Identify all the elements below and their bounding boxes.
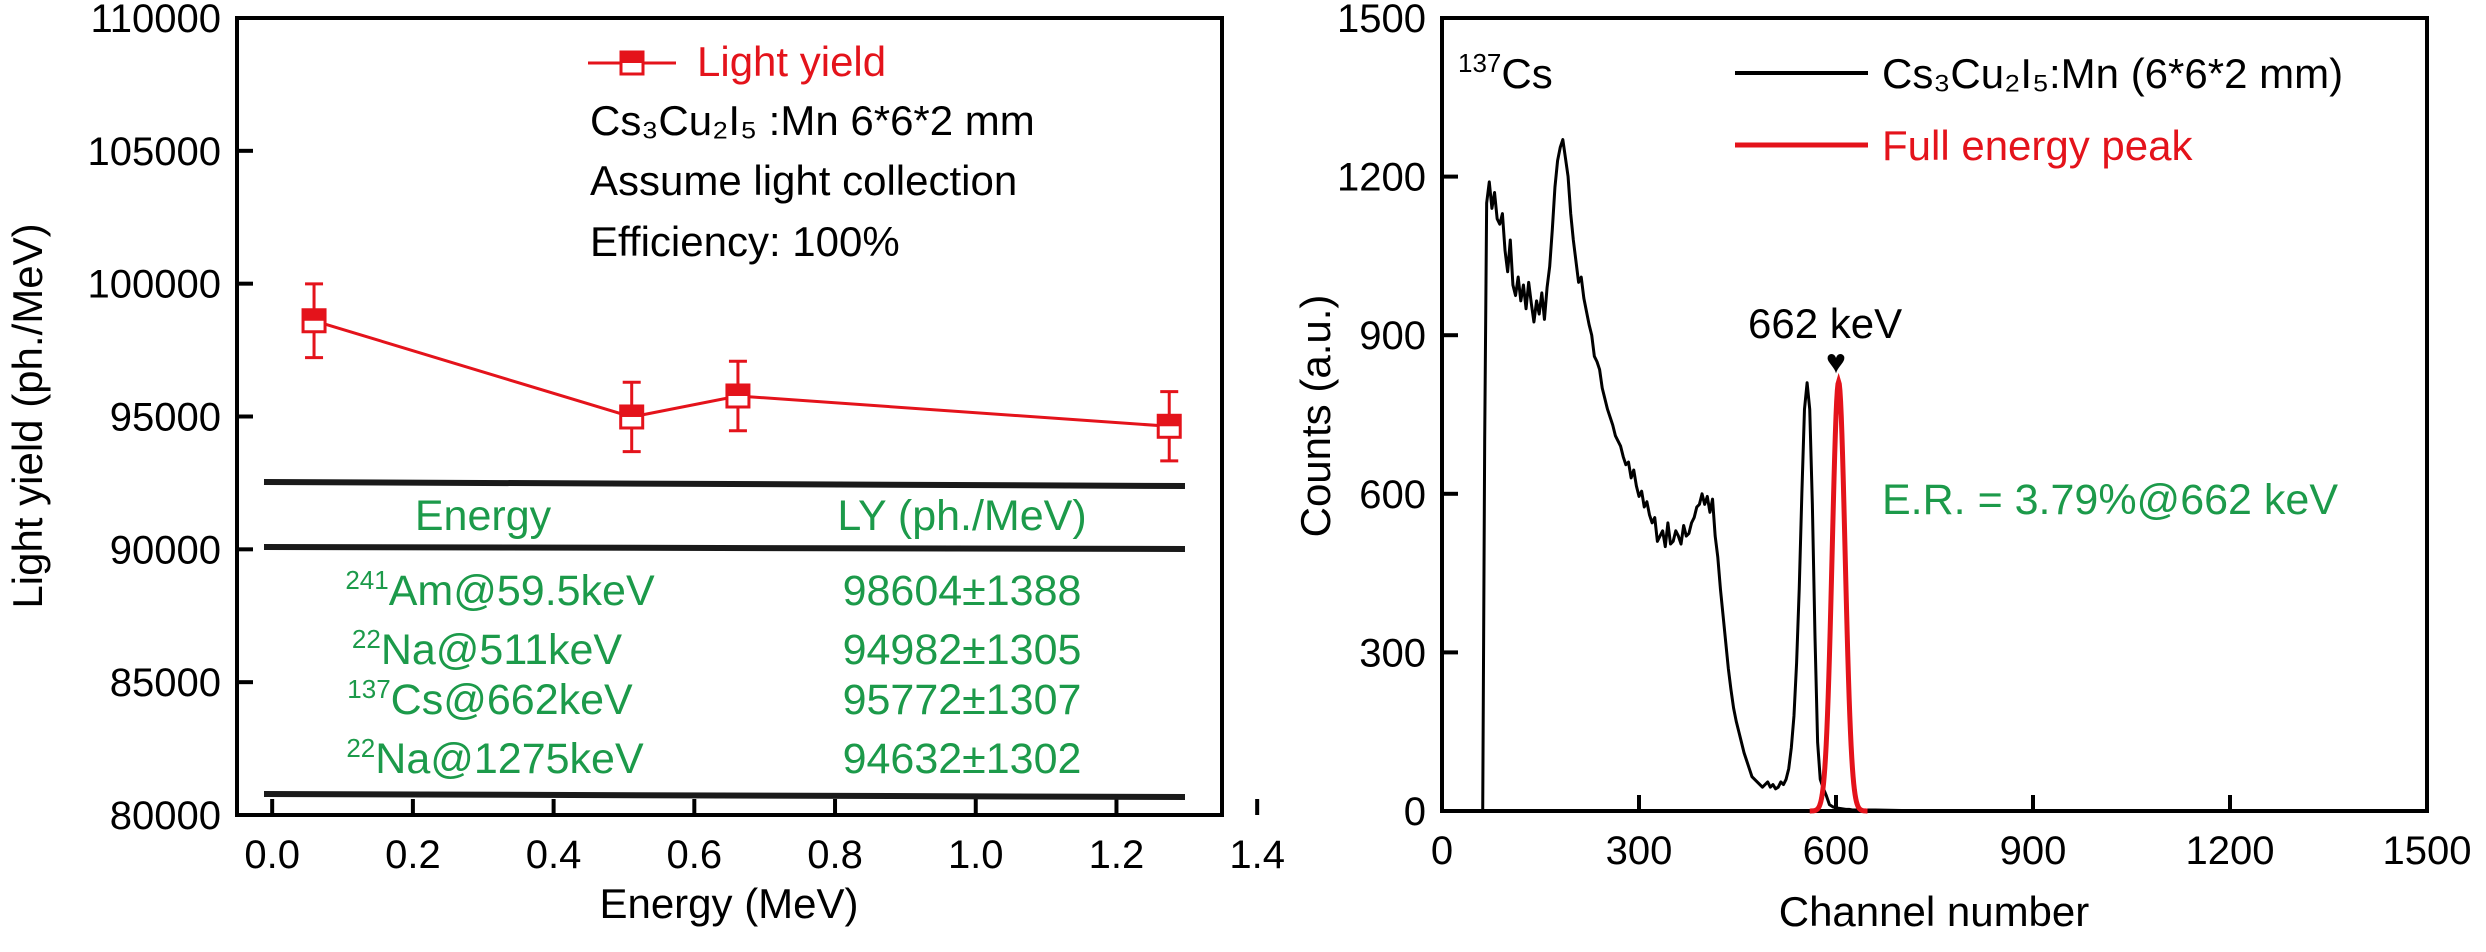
table-top-rule — [263, 479, 1186, 489]
y-tick-label: 1500 — [1337, 0, 1426, 41]
right-y-axis-title: Counts (a.u.) — [1292, 295, 1339, 538]
x-tick-label: 1500 — [2383, 829, 2472, 873]
right-x-axis-title: Channel number — [1779, 888, 2090, 935]
table-source-label: Na@1275keV — [375, 735, 644, 783]
table-source-label: Cs@662keV — [391, 676, 633, 724]
table-row-source: 22Na@511keV — [352, 624, 623, 674]
table-source-label: Na@511keV — [381, 626, 623, 674]
data-point-fill — [620, 405, 643, 417]
peak-energy-label: 662 keV — [1748, 300, 1902, 347]
collection-annotation: Assume light collection — [590, 157, 1017, 204]
y-tick-label: 300 — [1359, 631, 1426, 675]
y-tick-label: 80000 — [110, 794, 221, 838]
data-point-fill — [303, 309, 326, 321]
source-mass-number: 137 — [1458, 48, 1501, 78]
table-row-source: 137Cs@662keV — [347, 674, 633, 724]
y-tick-label: 0 — [1404, 790, 1426, 834]
energy-resolution-label: E.R. = 3.79%@662 keV — [1882, 476, 2338, 524]
spectrum-line — [1474, 138, 2427, 813]
data-point-fill — [1158, 415, 1181, 427]
table-row-ly: 95772±1307 — [843, 676, 1082, 724]
x-tick-label: 0 — [1431, 829, 1453, 873]
x-tick-label: 0.0 — [244, 833, 300, 877]
isotope-mass-number: 241 — [345, 565, 388, 595]
y-tick-label: 600 — [1359, 473, 1426, 517]
peak-marker-icon: ♥ — [1826, 343, 1846, 381]
y-tick-label: 110000 — [90, 0, 221, 41]
x-tick-label: 900 — [2000, 829, 2067, 873]
x-tick-label: 1.2 — [1089, 833, 1145, 877]
y-tick-label: 95000 — [110, 396, 221, 440]
table-header-ly: LY (ph./MeV) — [837, 492, 1086, 540]
isotope-mass-number: 22 — [352, 624, 381, 654]
table-row-ly: 94632±1302 — [843, 735, 1082, 783]
light-yield-line — [313, 319, 1170, 428]
table-row-source: 22Na@1275keV — [346, 733, 644, 783]
right-chart: 0 300 600 900 1200 1500 0 300 600 900 1200 1500 13… — [1292, 0, 2471, 935]
left-y-ticks: 80000 85000 90000 95000 100000 105000 110000 — [88, 0, 253, 838]
y-tick-label: 100000 — [88, 263, 221, 307]
table-header-energy: Energy — [415, 492, 552, 540]
y-tick-label: 90000 — [110, 528, 221, 572]
legend-label-peak: Full energy peak — [1882, 122, 2194, 169]
x-tick-label: 0.4 — [526, 833, 582, 877]
y-tick-label: 1200 — [1337, 156, 1426, 200]
x-tick-label: 300 — [1606, 829, 1673, 873]
source-label: 137Cs — [1458, 48, 1553, 97]
right-y-ticks: 0 300 600 900 1200 1500 — [1337, 0, 1458, 834]
y-tick-label: 900 — [1359, 314, 1426, 358]
legend-marker-fill — [621, 52, 643, 63]
x-tick-label: 0.6 — [667, 833, 723, 877]
source-element: Cs — [1501, 50, 1552, 97]
table-row-ly: 94982±1305 — [843, 626, 1082, 674]
isotope-mass-number: 137 — [347, 674, 390, 704]
x-tick-label: 0.2 — [385, 833, 441, 877]
left-chart: 80000 85000 90000 95000 100000 105000 110000 0… — [4, 0, 1285, 927]
legend-label-spectrum: Cs₃Cu₂I₅:Mn (6*6*2 mm) — [1882, 50, 2343, 97]
left-x-axis-title: Energy (MeV) — [599, 880, 858, 927]
isotope-mass-number: 22 — [346, 733, 375, 763]
left-legend: Light yield — [588, 38, 886, 85]
efficiency-annotation: Efficiency: 100% — [590, 218, 900, 265]
table-bottom-rule — [263, 791, 1186, 800]
table-row-source: 241Am@59.5keV — [345, 565, 655, 615]
x-tick-label: 1.4 — [1229, 833, 1285, 877]
legend-label-light-yield: Light yield — [697, 38, 886, 85]
x-tick-label: 0.8 — [807, 833, 863, 877]
right-legend: Cs₃Cu₂I₅:Mn (6*6*2 mm) Full energy peak — [1735, 50, 2343, 169]
table-source-label: Am@59.5keV — [389, 567, 655, 615]
full-energy-peak-line — [1809, 372, 1868, 814]
y-tick-label: 105000 — [88, 130, 221, 174]
y-tick-label: 85000 — [110, 661, 221, 705]
left-x-ticks: 0.0 0.2 0.4 0.6 0.8 1.0 1.2 1.4 — [244, 799, 1285, 877]
right-x-ticks: 0 300 600 900 1200 1500 — [1431, 795, 2472, 873]
x-tick-label: 1.0 — [948, 833, 1004, 877]
data-point-fill — [726, 384, 749, 396]
left-y-axis-title: Light yield (ph./MeV) — [4, 223, 51, 608]
x-tick-label: 1200 — [2186, 829, 2275, 873]
sample-annotation: Cs₃Cu₂I₅ :Mn 6*6*2 mm — [590, 97, 1035, 144]
table-header-rule — [263, 544, 1186, 552]
x-tick-label: 600 — [1803, 829, 1870, 873]
table-row-ly: 98604±1388 — [843, 567, 1082, 615]
light-yield-series — [301, 282, 1182, 463]
spectrum-series — [1474, 138, 2427, 814]
